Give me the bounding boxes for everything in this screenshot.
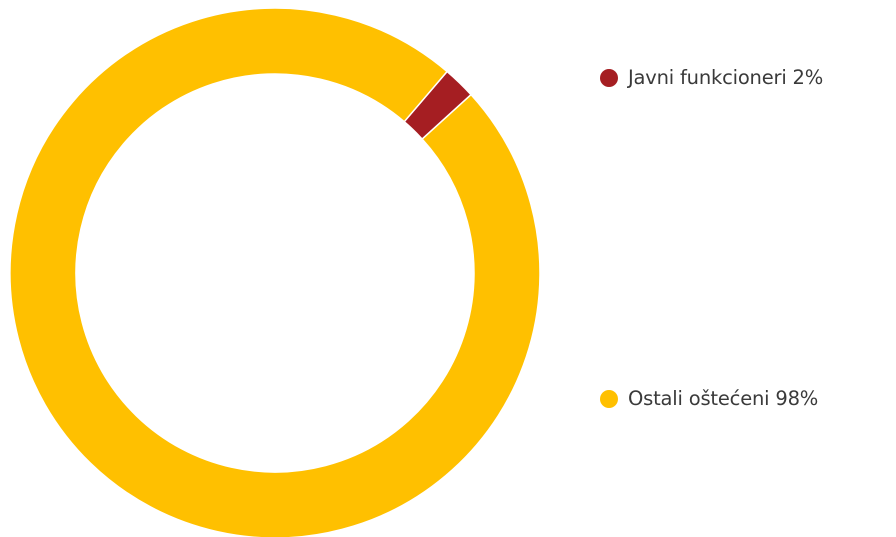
- legend-dot-ostali-osteceni: [600, 389, 618, 408]
- legend-item-ostali-osteceni: Ostali oštećeni 98%: [600, 387, 818, 410]
- legend-label-javni-funkcioneri: Javni funkcioneri 2%: [628, 66, 824, 89]
- donut-slices: [9, 7, 541, 537]
- legend-dot-javni-funkcioneri: [600, 68, 618, 87]
- legend-item-javni-funkcioneri: Javni funkcioneri 2%: [600, 66, 823, 89]
- donut-slice-ostali-osteceni: [9, 7, 541, 537]
- legend-label-ostali-osteceni: Ostali oštećeni 98%: [628, 387, 819, 410]
